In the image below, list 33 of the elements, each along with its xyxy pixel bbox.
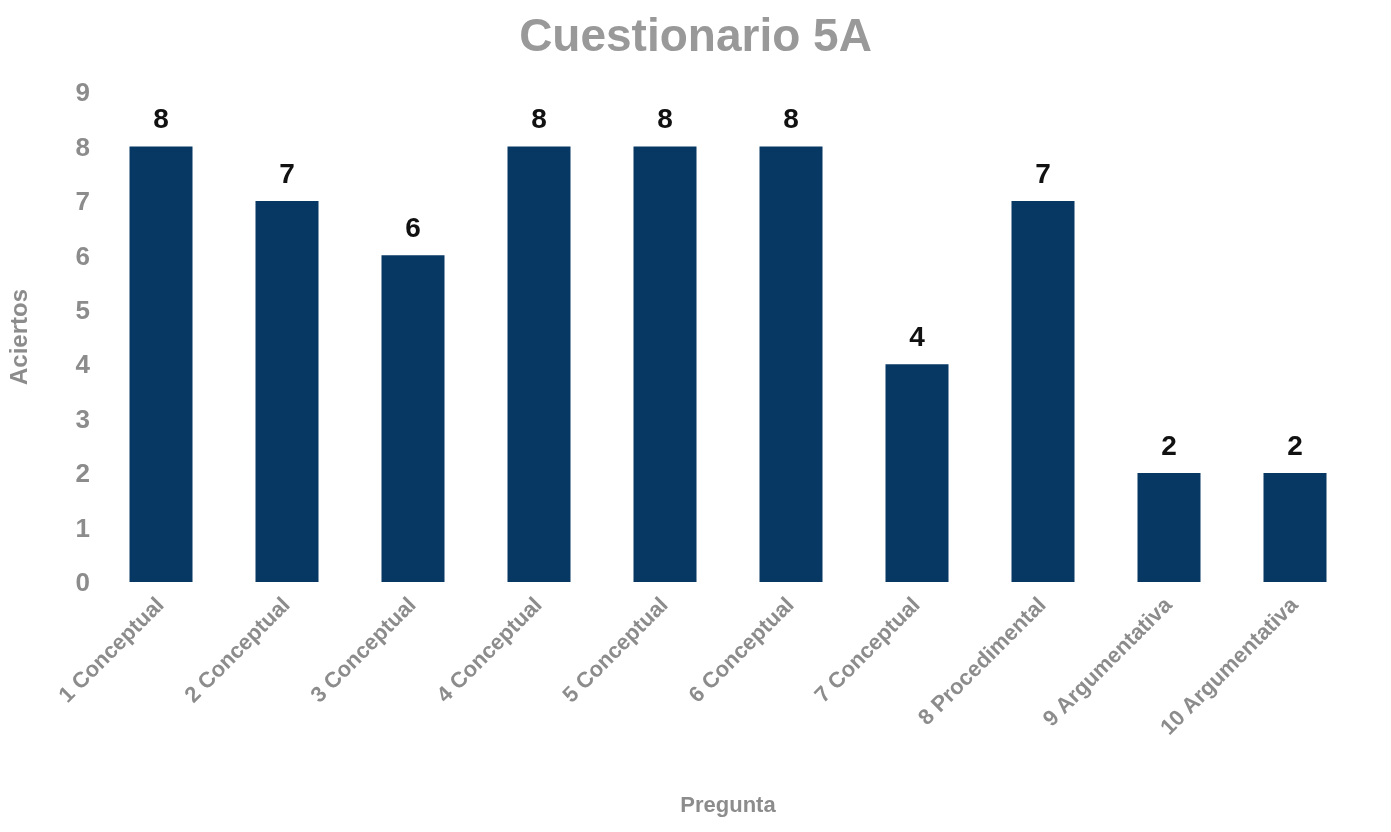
y-tick-label: 8	[75, 131, 90, 162]
data-label: 7	[279, 157, 295, 189]
y-tick-label: 0	[75, 567, 90, 598]
data-label: 8	[783, 103, 799, 135]
data-label: 8	[531, 103, 547, 135]
y-tick-label: 3	[75, 403, 90, 434]
bar	[1137, 473, 1201, 582]
bar	[633, 146, 697, 582]
data-label: 8	[657, 103, 673, 135]
y-tick-label: 4	[75, 349, 91, 380]
data-label: 7	[1035, 157, 1051, 189]
y-tick-label: 6	[75, 240, 90, 271]
bar	[759, 146, 823, 582]
data-label: 6	[405, 212, 421, 244]
data-label: 8	[153, 103, 169, 135]
y-tick-label: 9	[75, 77, 90, 108]
bar	[1011, 200, 1075, 582]
bar	[129, 146, 193, 582]
bar	[507, 146, 571, 582]
y-tick-label: 1	[75, 512, 90, 543]
bar	[885, 364, 949, 582]
data-label: 4	[909, 321, 926, 353]
bar	[255, 200, 319, 582]
y-tick-label: 5	[75, 295, 90, 326]
data-label: 2	[1161, 430, 1177, 462]
bar	[1263, 473, 1327, 582]
y-tick-label: 2	[75, 458, 90, 489]
data-label: 2	[1287, 430, 1303, 462]
bar	[381, 255, 445, 582]
chart-title: Cuestionario 5A	[518, 8, 873, 62]
y-tick-label: 7	[75, 186, 90, 217]
x-axis-title: Pregunta	[680, 792, 777, 817]
y-axis-title: Aciertos	[4, 288, 32, 386]
